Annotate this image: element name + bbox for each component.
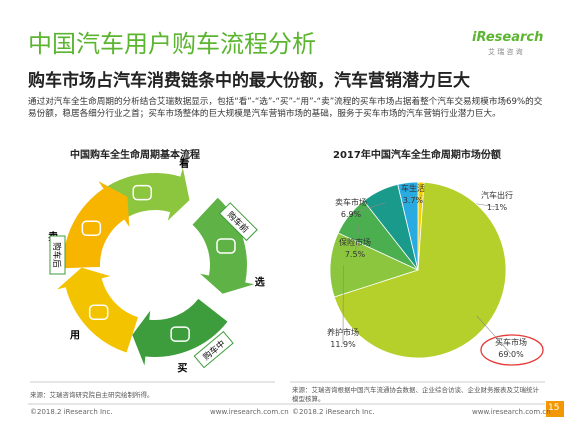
value-label: 7.5% — [345, 250, 366, 259]
stage-label: 看 — [179, 157, 189, 170]
copyright: ©2018.2 iResearch Inc. — [292, 408, 375, 416]
diagram-title: 中国购车全生命周期基本流程 — [70, 150, 200, 161]
highlight — [480, 334, 544, 366]
slice-label: 养护市场 — [327, 327, 359, 337]
stage-label: 选 — [255, 276, 265, 289]
phase-box — [218, 202, 258, 242]
slice-label: 保险市场 — [339, 237, 371, 247]
cycle-arrow — [63, 181, 130, 269]
cycle-arrow — [192, 197, 255, 294]
value-label: 6.9% — [341, 210, 362, 219]
logo-sub: 艾 瑞 咨 询 — [488, 48, 523, 56]
phase-box — [193, 330, 234, 369]
phase-tab: 购车后 — [49, 235, 66, 275]
stage-icon — [170, 326, 190, 342]
value-label: 1.1% — [487, 203, 508, 212]
pie-slice — [329, 232, 420, 298]
stage-icon — [88, 304, 109, 320]
url: www.iresearch.com.cn — [210, 408, 289, 416]
pie-slice — [333, 181, 507, 359]
value-label: 69.0% — [498, 350, 524, 359]
phase-box — [49, 235, 66, 275]
slice-label: 汽车出行 — [481, 190, 513, 200]
leader-line — [354, 223, 360, 255]
value-label: 3.7% — [403, 196, 424, 205]
page-number: 15 — [548, 403, 560, 413]
slice-label: 车生活 — [401, 183, 425, 193]
stage-icon — [81, 220, 102, 236]
cycle-arrow — [57, 267, 139, 353]
page-badge — [546, 401, 564, 417]
leader-line — [409, 195, 414, 201]
stage-label: 用 — [69, 330, 80, 342]
pie-slice — [397, 181, 419, 271]
url: www.iresearch.com.cn — [472, 408, 551, 416]
source: 来源：艾瑞咨询根据中国汽车流通协会数据、企业综合访谈、企业财务报表及艾瑞统计模型… — [292, 386, 539, 403]
stage-icon — [216, 238, 236, 254]
logo: iResearch — [472, 30, 544, 45]
copyright: ©2018.2 iResearch Inc. — [30, 408, 113, 416]
slice-label: 买车市场 — [495, 337, 527, 347]
leader-line — [350, 202, 386, 215]
chart-title: 2017年中国汽车全生命周期市场份额 — [333, 150, 501, 161]
stage-label: 买 — [177, 362, 187, 374]
value-label: 11.9% — [330, 340, 356, 349]
cycle-arrow — [132, 298, 228, 366]
phase-label: 购车后 — [51, 242, 62, 268]
page-title: 中国汽车用户购车流程分析 — [28, 30, 316, 58]
body-text: 通过对汽车全生命周期的分析结合艾瑞数据显示，包括“看”-“选”-“买”-“用”-… — [28, 97, 543, 119]
subtitle: 购车市场占汽车消费链条中的最大份额，汽车营销潜力巨大 — [28, 71, 470, 91]
leader-line — [476, 315, 512, 355]
stage-icon — [132, 184, 152, 201]
source: 来源：艾瑞咨询研究院自主研究绘制所得。 — [30, 391, 154, 399]
slice-label: 卖车市场 — [335, 197, 367, 207]
